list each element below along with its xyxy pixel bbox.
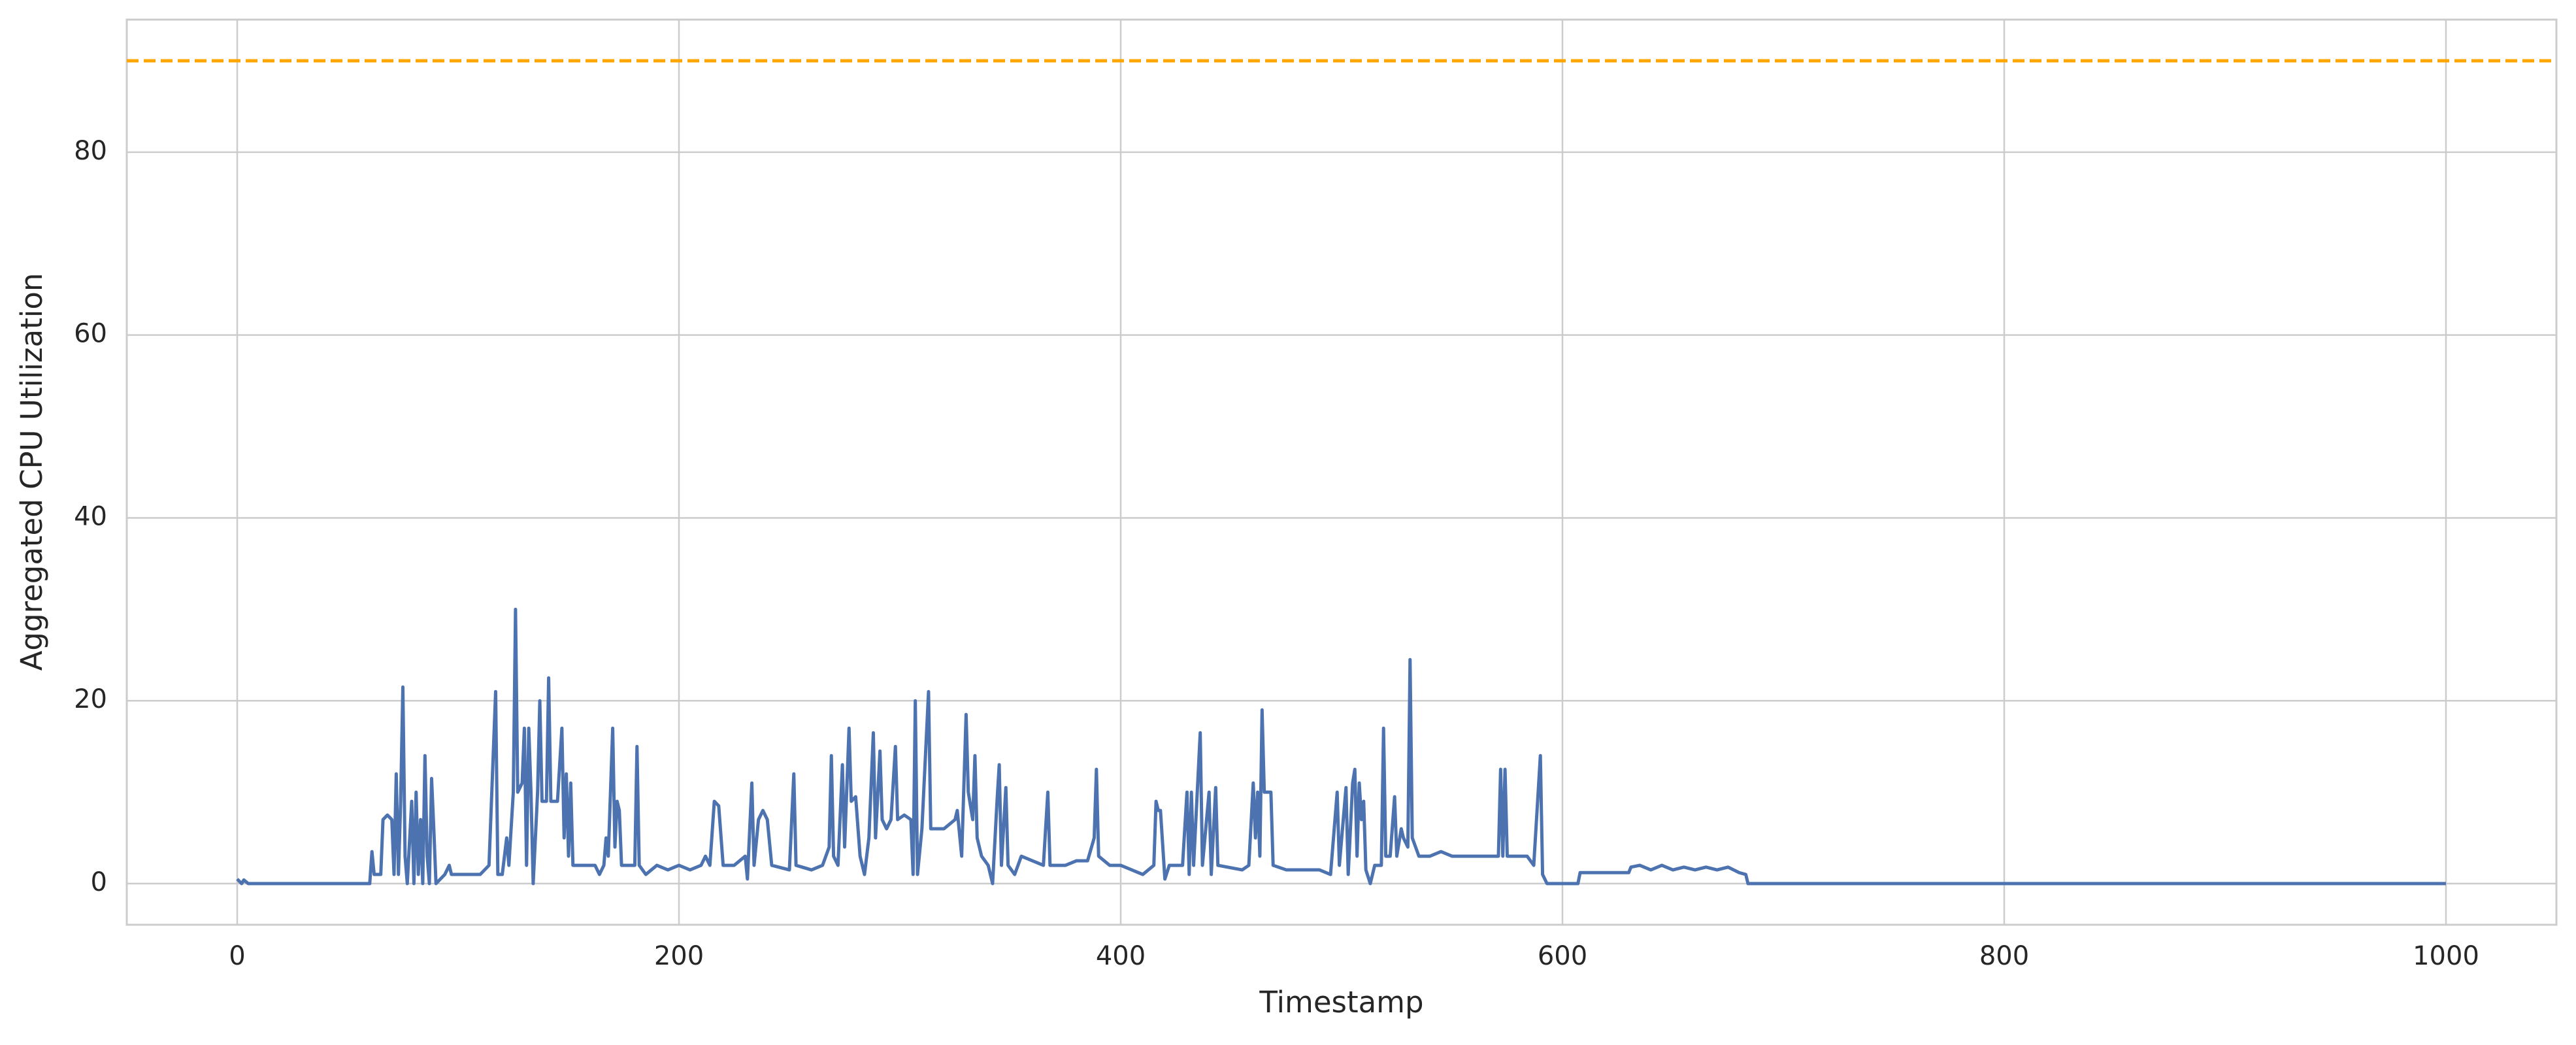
x-tick-label: 0 xyxy=(229,941,245,971)
y-tick-label: 40 xyxy=(74,501,107,531)
y-tick-label: 60 xyxy=(74,319,107,349)
x-tick-label: 800 xyxy=(1979,941,2029,971)
data-line xyxy=(236,607,2446,886)
x-tick-label: 1000 xyxy=(2413,941,2479,971)
x-tick-label: 200 xyxy=(654,941,704,971)
y-tick-label: 0 xyxy=(91,867,107,897)
y-tick-label: 80 xyxy=(74,136,107,166)
y-tick-label: 20 xyxy=(74,684,107,714)
x-tick-label: 600 xyxy=(1538,941,1587,971)
x-tick-label: 400 xyxy=(1096,941,1146,971)
plot-frame xyxy=(125,18,2558,926)
x-axis-label: Timestamp xyxy=(1259,985,1423,1020)
y-axis-label: Aggregated CPU Utilization xyxy=(14,273,49,671)
